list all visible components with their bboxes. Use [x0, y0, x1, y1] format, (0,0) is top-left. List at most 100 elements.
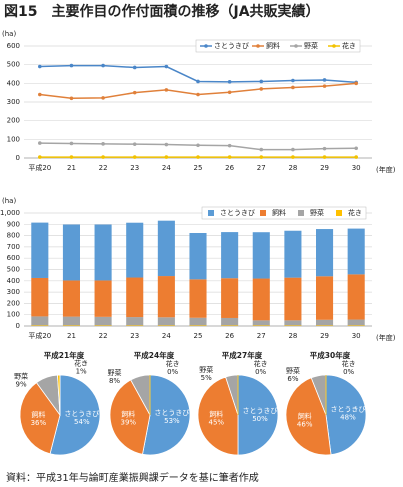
point [132, 90, 137, 95]
legend-box [201, 206, 367, 220]
bar-segment [62, 325, 80, 326]
point [227, 143, 232, 148]
x-unit: (年度) [376, 165, 396, 174]
x-tick-label: 28 [288, 332, 297, 340]
legend-swatch [336, 210, 342, 216]
x-tick-label: 22 [99, 332, 108, 340]
pie-value-label: 36% [31, 419, 47, 427]
bar-segment [284, 320, 302, 326]
point [69, 63, 74, 68]
point [227, 90, 232, 95]
pie-title: 平成24年度 [134, 350, 175, 360]
pie-slice [285, 377, 332, 456]
point [164, 142, 169, 147]
bar-segment [347, 228, 365, 275]
point [69, 141, 74, 146]
bar-segment [126, 277, 144, 318]
point [132, 142, 137, 146]
legend-label: 野菜 [304, 41, 318, 50]
point [69, 155, 74, 159]
x-unit: (年度) [376, 333, 396, 342]
bar-segment [126, 317, 144, 326]
bar-segment [221, 325, 239, 326]
x-tick-label: 25 [194, 332, 203, 340]
x-tick-label: 27 [257, 332, 266, 340]
point [259, 79, 264, 84]
bar-segment [316, 319, 334, 326]
point [259, 87, 264, 91]
pie-slice [19, 382, 61, 455]
pie-slice [325, 374, 367, 456]
legend-label: 花き [348, 208, 362, 217]
pie-category: さとうきび [330, 406, 365, 414]
point [354, 155, 358, 159]
y-tick-label: 500 [7, 61, 20, 69]
point [196, 143, 200, 148]
pie-category: 飼料 [121, 409, 135, 418]
point [101, 96, 105, 100]
bar-segment [221, 278, 239, 318]
pie-value-label: 1% [76, 367, 87, 375]
bar-segment [252, 232, 270, 279]
legend-label: 飼料 [266, 41, 280, 50]
pie-slice [109, 379, 151, 455]
pie-category: 野菜 [286, 366, 300, 375]
x-tick-label: 21 [67, 332, 76, 340]
pie-value-label: 8% [109, 377, 120, 385]
point [291, 78, 295, 83]
pie-slice [49, 374, 101, 456]
point [164, 88, 169, 92]
bar-segment [189, 279, 207, 318]
point [196, 155, 200, 159]
pie-slice [237, 374, 279, 456]
x-tick-label: 23 [130, 332, 139, 340]
y-tick-label: 300 [7, 288, 20, 296]
bar-segment [221, 232, 239, 279]
y-tick-label: 900 [7, 220, 20, 228]
bar-segment [347, 274, 365, 320]
x-tick-label: 24 [162, 332, 171, 340]
pie-category: 飼料 [298, 411, 312, 420]
page-title: 図15 主要作目の作付面積の推移（JA共販実績） [4, 3, 320, 20]
legend-label: さとうきび [214, 42, 249, 50]
y-tick-label: 100 [7, 311, 20, 319]
x-tick-label: 平成20 [28, 331, 51, 340]
bar-segment [316, 276, 334, 320]
legend-box [195, 39, 361, 53]
point [259, 155, 264, 159]
bar-segment [31, 222, 49, 278]
legend-marker [204, 44, 208, 48]
y-unit: (ha) [2, 197, 16, 205]
legend-label: 野菜 [310, 208, 324, 217]
point [291, 147, 295, 152]
point [164, 64, 169, 69]
y-tick-label: 300 [7, 98, 20, 106]
bar-segment [316, 325, 334, 326]
source-note: 資料：平成31年与論町産業振興課データを基に筆者作成 [6, 471, 259, 484]
bar-segment [221, 317, 239, 326]
pie-value-label: 0% [255, 368, 266, 376]
y-tick-label: 600 [7, 42, 20, 50]
y-tick-label: 400 [7, 277, 20, 285]
point [322, 84, 327, 88]
pie-category: さとうきび [64, 410, 99, 418]
y-tick-label: 400 [7, 79, 20, 87]
bar-segment [347, 319, 365, 326]
pie-category: 野菜 [199, 365, 213, 374]
x-tick-label: 30 [352, 164, 361, 172]
point [38, 141, 42, 145]
bar-segment [31, 277, 49, 317]
x-tick-label: 29 [320, 332, 329, 340]
legend-swatch [260, 210, 266, 216]
y-tick-label: 600 [7, 254, 20, 262]
y-tick-label: 1,000 [0, 209, 20, 217]
legend-swatch [298, 210, 304, 216]
bar-segment [284, 325, 302, 326]
pie-category: 野菜 [108, 368, 122, 377]
point [354, 146, 358, 151]
pie-value-label: 5% [201, 374, 212, 382]
pie-category: さとうきび [154, 409, 189, 417]
point [132, 155, 137, 159]
x-tick-label: 25 [194, 164, 203, 172]
bar-segment [284, 230, 302, 278]
